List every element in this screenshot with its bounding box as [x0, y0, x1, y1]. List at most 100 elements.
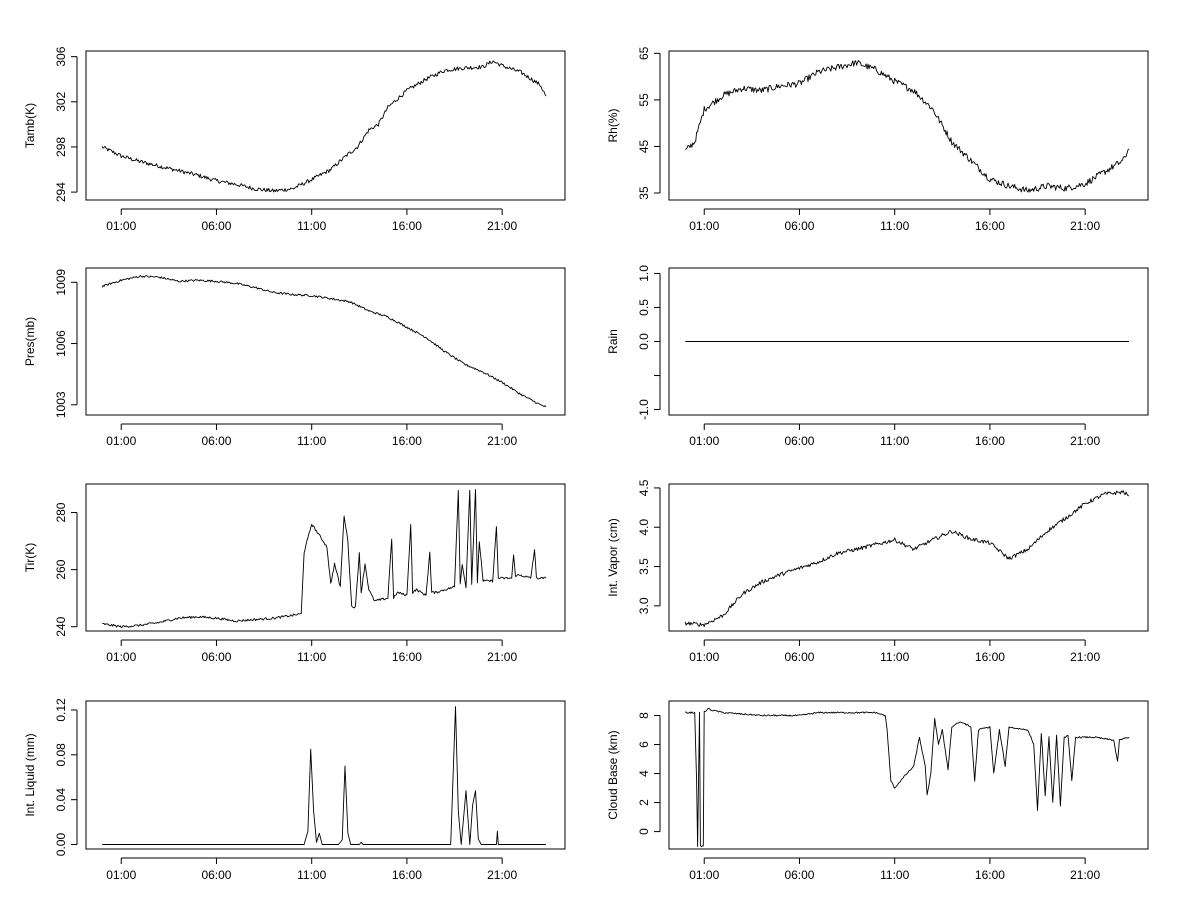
cloudbase-y-tick-label: 6 [637, 741, 651, 748]
tamb-y-tick-label: 306 [54, 46, 68, 66]
pres-x-tick-label: 06:00 [201, 434, 231, 448]
tir-y-tick-label: 280 [54, 502, 68, 522]
rh-x-tick-label: 11:00 [880, 219, 909, 233]
cloudbase-y-tick-label: 8 [637, 712, 651, 719]
tir-y-axis-title: Tir(K) [23, 543, 37, 573]
tir-y-tick-label: 240 [54, 616, 68, 636]
rh-x-tick-label: 21:00 [1070, 219, 1100, 233]
pres-y-tick-label: 1006 [54, 330, 68, 357]
rh-y-tick-label: 55 [637, 93, 651, 107]
rh-x-tick-label: 16:00 [975, 219, 1005, 233]
vapor-y-tick-label: 3.0 [637, 597, 651, 614]
rain-x-tick-label: 21:00 [1070, 434, 1100, 448]
rh-x-tick-label: 01:00 [689, 219, 719, 233]
tamb-x-tick-label: 16:00 [392, 219, 422, 233]
tamb-x-tick-label: 06:00 [201, 219, 231, 233]
liquid-x-tick-label: 16:00 [392, 868, 422, 882]
tamb-y-tick-label: 298 [54, 137, 68, 157]
tir-series-line [102, 488, 547, 629]
liquid-plot-frame [85, 700, 566, 850]
liquid-y-axis-title: Int. Liquid (mm) [23, 733, 37, 816]
tamb-x-tick-label: 11:00 [297, 219, 326, 233]
cloudbase-y-axis-title: Cloud Base (km) [606, 730, 620, 819]
tir-x-tick-label: 01:00 [106, 650, 136, 664]
pres-y-tick-label: 1003 [54, 391, 68, 418]
tamb-series-line [101, 60, 547, 193]
liquid-x-tick-label: 11:00 [297, 868, 326, 882]
vapor-plot-frame [668, 483, 1149, 632]
pres-plot-frame [85, 267, 566, 416]
tir-x-tick-label: 16:00 [392, 650, 422, 664]
pres-x-tick-label: 21:00 [487, 434, 517, 448]
liquid-y-tick-label: 0.12 [54, 698, 68, 722]
cloudbase-plot-frame [668, 700, 1149, 850]
rh-plot-frame [668, 50, 1149, 201]
liquid-x-tick-label: 21:00 [487, 868, 517, 882]
cloudbase-y-tick-label: 4 [637, 770, 651, 777]
liquid-x-tick-label: 01:00 [106, 868, 136, 882]
liquid-x-tick-label: 06:00 [201, 868, 231, 882]
liquid-y-tick-label: 0.04 [54, 788, 68, 812]
rh-y-tick-label: 45 [637, 139, 651, 153]
pres-y-tick-label: 1009 [54, 269, 68, 296]
vapor-series-line [684, 490, 1130, 628]
tamb-y-tick-label: 294 [54, 182, 68, 202]
cloudbase-x-tick-label: 11:00 [880, 868, 909, 882]
rh-series-line [685, 60, 1130, 193]
pres-series-line [101, 275, 547, 408]
panel-vapor: 01:00 06:00 11:00 16:00 21:00 3.0 3.5 4.0 4.5 Int… [606, 479, 1149, 664]
rain-y-tick-label: 0.0 [637, 333, 651, 350]
cloudbase-y-tick-label: 2 [637, 799, 651, 806]
vapor-x-tick-label: 16:00 [975, 650, 1005, 664]
liquid-series-line [102, 706, 546, 845]
rh-y-axis-title: Rh(%) [606, 108, 620, 142]
rain-y-tick-label: -1.0 [637, 399, 651, 420]
vapor-y-tick-label: 4.0 [637, 519, 651, 536]
vapor-x-tick-label: 01:00 [689, 650, 719, 664]
rain-x-tick-label: 11:00 [880, 434, 909, 448]
rain-y-axis-title: Rain [606, 329, 620, 354]
panel-pres: 01:00 06:00 11:00 16:00 21:00 1003 1006 1009 Pre… [23, 267, 566, 448]
vapor-x-tick-label: 11:00 [880, 650, 909, 664]
liquid-y-tick-label: 0.00 [54, 833, 68, 857]
rh-y-tick-label: 35 [637, 186, 651, 200]
tamb-y-axis-title: Tamb(K) [23, 103, 37, 148]
cloudbase-x-tick-label: 06:00 [784, 868, 814, 882]
rain-x-tick-label: 06:00 [784, 434, 814, 448]
tamb-y-tick-label: 302 [54, 91, 68, 111]
pres-y-axis-title: Pres(mb) [23, 317, 37, 366]
vapor-x-tick-label: 21:00 [1070, 650, 1100, 664]
panel-tir: 01:00 06:00 11:00 16:00 21:00 240 260 280 Tir(K) [23, 483, 566, 664]
rain-x-tick-label: 16:00 [975, 434, 1005, 448]
vapor-y-tick-label: 3.5 [637, 558, 651, 575]
panel-cloudbase: 01:00 06:00 11:00 16:00 21:00 0 2 4 6 8 Cloud Base… [606, 700, 1149, 882]
tir-x-tick-label: 21:00 [487, 650, 517, 664]
tamb-x-tick-label: 01:00 [106, 219, 136, 233]
liquid-y-tick-label: 0.08 [54, 743, 68, 767]
tir-x-tick-label: 06:00 [201, 650, 231, 664]
cloudbase-series-line [685, 707, 1130, 848]
rain-x-tick-label: 01:00 [689, 434, 719, 448]
vapor-x-tick-label: 06:00 [784, 650, 814, 664]
pres-x-tick-label: 11:00 [297, 434, 326, 448]
panel-tamb: 01:00 06:00 11:00 16:00 21:00 294 298 302 306 Tam… [23, 46, 566, 233]
tamb-plot-frame [85, 50, 566, 201]
cloudbase-y-tick-label: 0 [637, 828, 651, 835]
tir-plot-frame [85, 483, 566, 632]
vapor-y-tick-label: 4.5 [637, 479, 651, 496]
tir-y-tick-label: 260 [54, 559, 68, 579]
panel-rain: 01:00 06:00 11:00 16:00 21:00 -1.0 0.0 0.5 1.0 Ra… [606, 265, 1149, 448]
vapor-y-axis-title: Int. Vapor (cm) [606, 518, 620, 596]
tamb-x-tick-label: 21:00 [487, 219, 517, 233]
rh-y-tick-label: 65 [637, 46, 651, 60]
rain-y-tick-label: 1.0 [637, 265, 651, 282]
panel-liquid: 01:00 06:00 11:00 16:00 21:00 0.00 0.04 0.08 0.1… [23, 698, 566, 882]
pres-x-tick-label: 16:00 [392, 434, 422, 448]
rain-y-tick-label: 0.5 [637, 299, 651, 316]
rh-x-tick-label: 06:00 [784, 219, 814, 233]
tir-x-tick-label: 11:00 [297, 650, 326, 664]
pres-x-tick-label: 01:00 [106, 434, 136, 448]
panel-rh: 01:00 06:00 11:00 16:00 21:00 35 45 55 65 Rh(%) [606, 46, 1149, 233]
rain-plot-frame [668, 267, 1149, 416]
